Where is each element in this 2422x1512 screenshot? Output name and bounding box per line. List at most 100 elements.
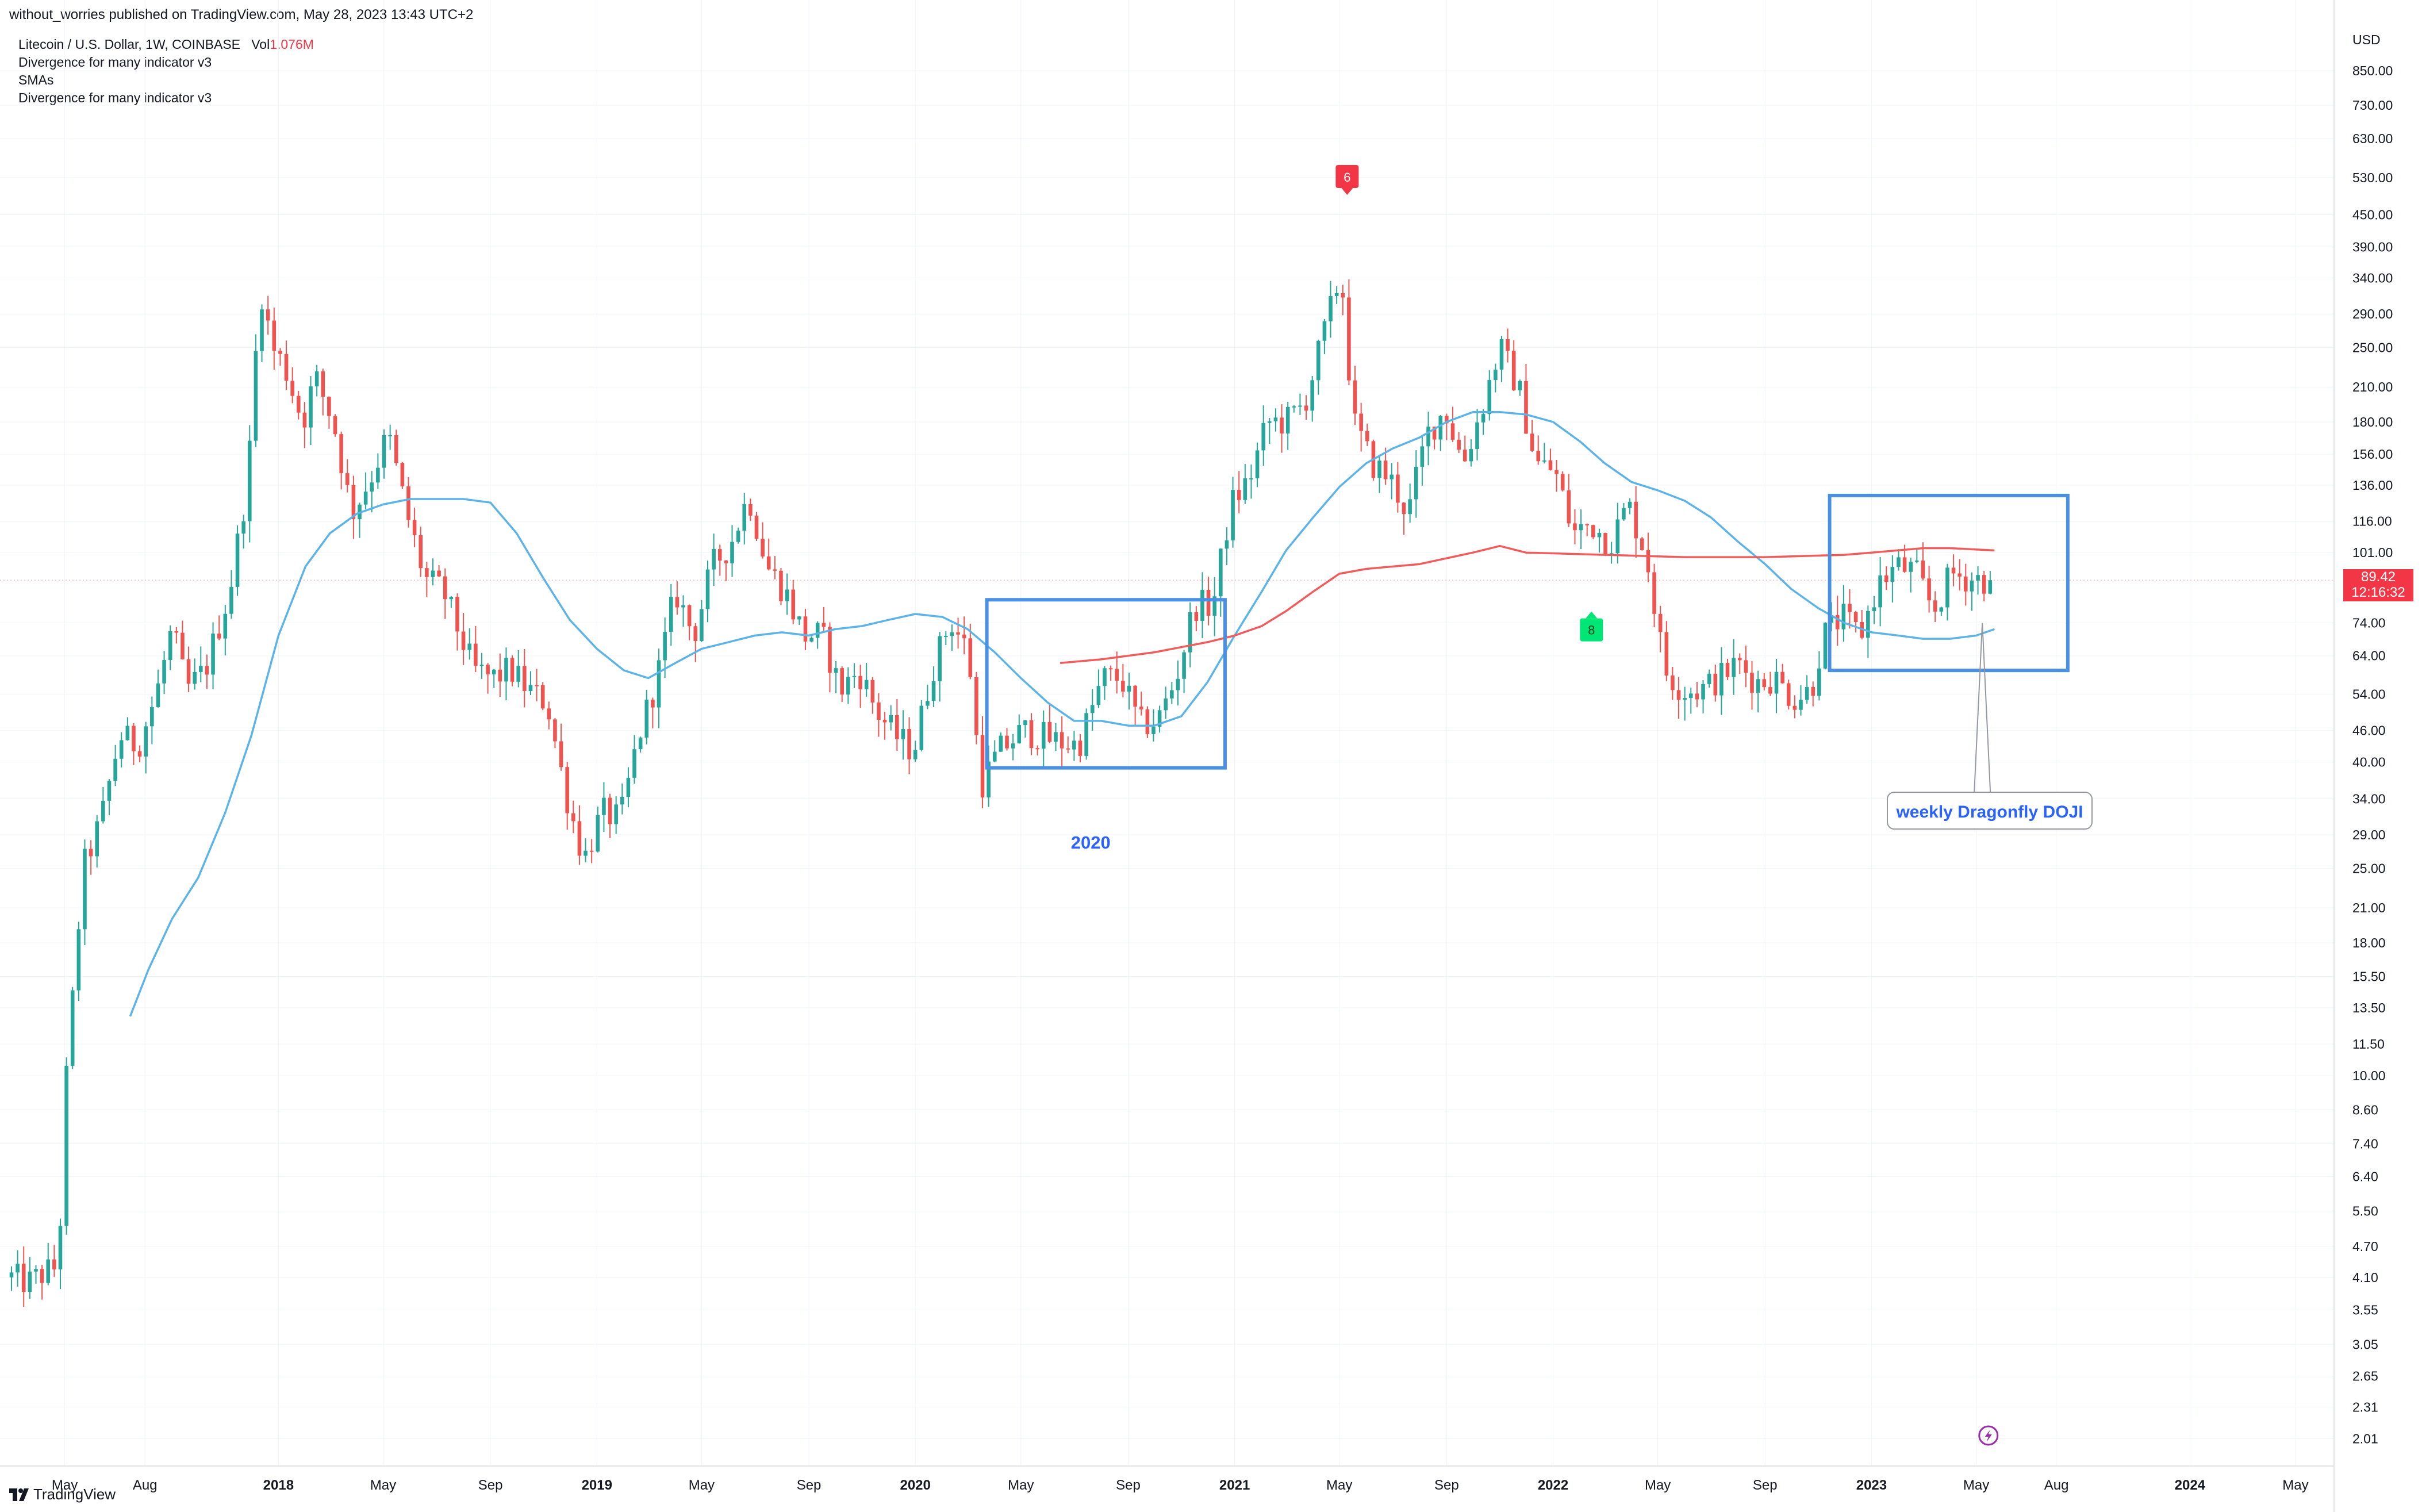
legend-indicator-1[interactable]: Divergence for many indicator v3 bbox=[18, 55, 212, 70]
candle-body bbox=[577, 821, 582, 856]
candle-body bbox=[1329, 296, 1333, 321]
y-tick-label: 34.00 bbox=[2352, 792, 2386, 807]
candle-body bbox=[235, 534, 240, 587]
candle-body bbox=[1005, 735, 1009, 749]
candle-body bbox=[1976, 575, 1980, 581]
candle-body bbox=[1365, 431, 1369, 442]
candle-body bbox=[1756, 679, 1760, 693]
x-tick-label: May bbox=[1326, 1478, 1352, 1493]
candle-body bbox=[926, 701, 930, 706]
candle-body bbox=[52, 1259, 56, 1270]
candle-body bbox=[247, 440, 252, 521]
x-tick-label: May bbox=[1008, 1478, 1034, 1493]
candle-body bbox=[1817, 668, 1821, 696]
candle-body bbox=[877, 702, 881, 720]
candle-body bbox=[1103, 668, 1107, 686]
candle-body bbox=[339, 434, 343, 474]
candle-body bbox=[168, 631, 172, 661]
candle-body bbox=[1548, 460, 1553, 470]
candle-body bbox=[1060, 732, 1064, 749]
candle-body bbox=[1414, 466, 1418, 500]
candle-body bbox=[1285, 406, 1290, 433]
candle-body bbox=[761, 539, 765, 557]
candle-body bbox=[1255, 450, 1260, 478]
divergence-marker-label: 6 bbox=[1344, 170, 1350, 185]
candle-body bbox=[705, 569, 710, 609]
legend-vol-label: Vol bbox=[251, 37, 270, 52]
candle-body bbox=[1322, 321, 1327, 341]
candle-body bbox=[95, 821, 99, 857]
y-tick-label: 136.00 bbox=[2352, 478, 2393, 493]
candle-body bbox=[1634, 501, 1638, 539]
candle-body bbox=[1762, 679, 1767, 688]
candle-body bbox=[1334, 293, 1339, 297]
candle-body bbox=[309, 386, 313, 428]
candle-body bbox=[64, 1065, 68, 1226]
candle-body bbox=[1884, 575, 1889, 582]
candle-body bbox=[431, 570, 435, 577]
candle-body bbox=[1713, 673, 1718, 696]
candle-body bbox=[1719, 663, 1724, 696]
candle-body bbox=[1744, 660, 1748, 673]
y-tick-label: 11.50 bbox=[2352, 1037, 2385, 1052]
candle-body bbox=[1628, 501, 1632, 508]
candle-body bbox=[205, 666, 209, 675]
legend-indicator-2[interactable]: SMAs bbox=[18, 72, 54, 87]
candle-body bbox=[1982, 575, 1986, 594]
candle-body bbox=[1603, 533, 1607, 555]
candle-body bbox=[1591, 525, 1595, 538]
candle-body bbox=[1237, 489, 1241, 500]
candle-body bbox=[1615, 519, 1620, 554]
candle-body bbox=[1524, 381, 1528, 434]
candle-body bbox=[1511, 350, 1516, 390]
legend-symbol-row[interactable]: Litecoin / U.S. Dollar, 1W, COINBASE Vol… bbox=[18, 36, 314, 53]
footer-brand[interactable]: TradingView bbox=[9, 1486, 116, 1503]
candle-body bbox=[1927, 578, 1931, 601]
candle-body bbox=[1249, 478, 1253, 479]
candle-body bbox=[717, 549, 722, 561]
x-tick-label: Sep bbox=[1753, 1478, 1778, 1493]
x-tick-label: 2018 bbox=[263, 1478, 294, 1493]
candle-body bbox=[1347, 297, 1351, 381]
candle-body bbox=[1231, 489, 1235, 540]
candle-body bbox=[547, 708, 551, 720]
candle-body bbox=[535, 685, 539, 686]
range-box-2 bbox=[1828, 493, 2070, 673]
candle-body bbox=[1090, 705, 1095, 713]
candle-body bbox=[1268, 421, 1272, 423]
candle-body bbox=[614, 804, 618, 824]
y-tick-label: 54.00 bbox=[2352, 687, 2386, 702]
y-tick-label: 3.55 bbox=[2352, 1303, 2378, 1318]
candle-body bbox=[1957, 573, 1962, 577]
candle-body bbox=[1487, 380, 1492, 415]
candle-body bbox=[278, 350, 282, 354]
candle-body bbox=[1200, 589, 1204, 621]
candle-body bbox=[895, 715, 899, 739]
y-tick-label: 210.00 bbox=[2352, 379, 2393, 394]
candle-body bbox=[382, 435, 386, 468]
y-tick-label: 10.00 bbox=[2352, 1068, 2386, 1083]
candle-body bbox=[1408, 499, 1412, 515]
candle-body bbox=[211, 634, 215, 675]
candle-body bbox=[938, 636, 942, 681]
doji-callout-pointer bbox=[1974, 623, 1991, 793]
candle-body bbox=[1829, 615, 1833, 623]
candle-body bbox=[107, 781, 112, 801]
candle-body bbox=[1212, 596, 1216, 616]
candle-body bbox=[693, 626, 698, 641]
legend-indicator-3[interactable]: Divergence for many indicator v3 bbox=[18, 90, 212, 105]
candle-body bbox=[314, 371, 319, 387]
candle-body bbox=[523, 666, 527, 691]
candle-body bbox=[119, 740, 124, 759]
candle-body bbox=[1609, 553, 1614, 555]
candle-body bbox=[1799, 700, 1803, 710]
y-tick-label: 2.31 bbox=[2352, 1400, 2378, 1415]
candle-body bbox=[1108, 668, 1113, 670]
chart-legend: Litecoin / U.S. Dollar, 1W, COINBASE Vol… bbox=[18, 36, 314, 107]
candle-body bbox=[1768, 687, 1772, 694]
candle-body bbox=[1902, 557, 1907, 572]
candle-body bbox=[461, 631, 466, 650]
candle-body bbox=[882, 719, 887, 723]
divergence-marker-label: 8 bbox=[1588, 623, 1595, 638]
